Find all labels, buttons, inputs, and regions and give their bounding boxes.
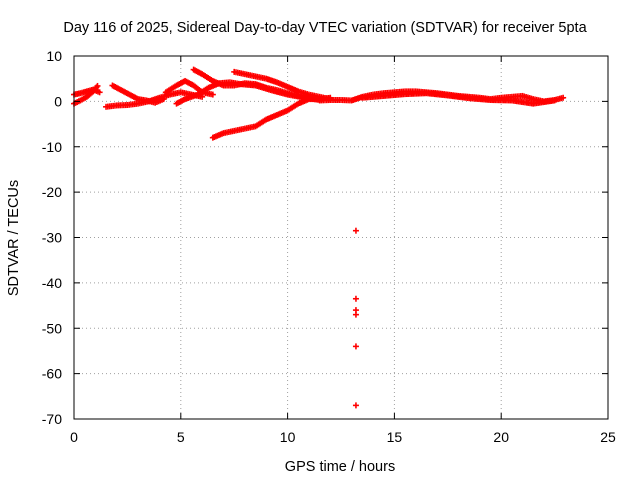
outlier-point (352, 311, 359, 318)
data-point (160, 96, 167, 103)
x-tick-label: 20 (493, 429, 509, 445)
x-tick-label: 5 (177, 429, 185, 445)
grid (74, 56, 608, 419)
data-point (94, 82, 101, 89)
data-point (551, 97, 558, 104)
data-point (209, 91, 216, 98)
data-points (71, 66, 567, 409)
data-point (560, 94, 567, 101)
y-tick-label: 10 (46, 48, 62, 64)
y-tick-label: -30 (42, 230, 62, 246)
outlier-point (352, 295, 359, 302)
y-tick-label: -50 (42, 320, 62, 336)
x-tick-label: 10 (280, 429, 296, 445)
chart-title: Day 116 of 2025, Sidereal Day-to-day VTE… (63, 20, 587, 36)
y-tick-label: -60 (42, 366, 62, 382)
y-axis-label: SDTVAR / TECUs (6, 180, 22, 296)
y-tick-label: 0 (54, 93, 62, 109)
outlier-point (352, 227, 359, 234)
x-axis-label: GPS time / hours (285, 459, 395, 475)
y-tick-label: -10 (42, 139, 62, 155)
outlier-point (352, 402, 359, 409)
axis-ticks (73, 55, 609, 420)
outlier-point (352, 343, 359, 350)
x-tick-label: 0 (70, 429, 78, 445)
y-tick-label: -40 (42, 275, 62, 291)
data-point (96, 89, 103, 96)
x-tick-label: 15 (387, 429, 403, 445)
y-tick-label: -70 (42, 411, 62, 427)
tick-labels: 0 5 10 15 20 25 10 0 -10 -20 -30 -40 -50 -60 -70 (42, 48, 616, 445)
y-tick-label: -20 (42, 184, 62, 200)
x-tick-label: 25 (600, 429, 616, 445)
